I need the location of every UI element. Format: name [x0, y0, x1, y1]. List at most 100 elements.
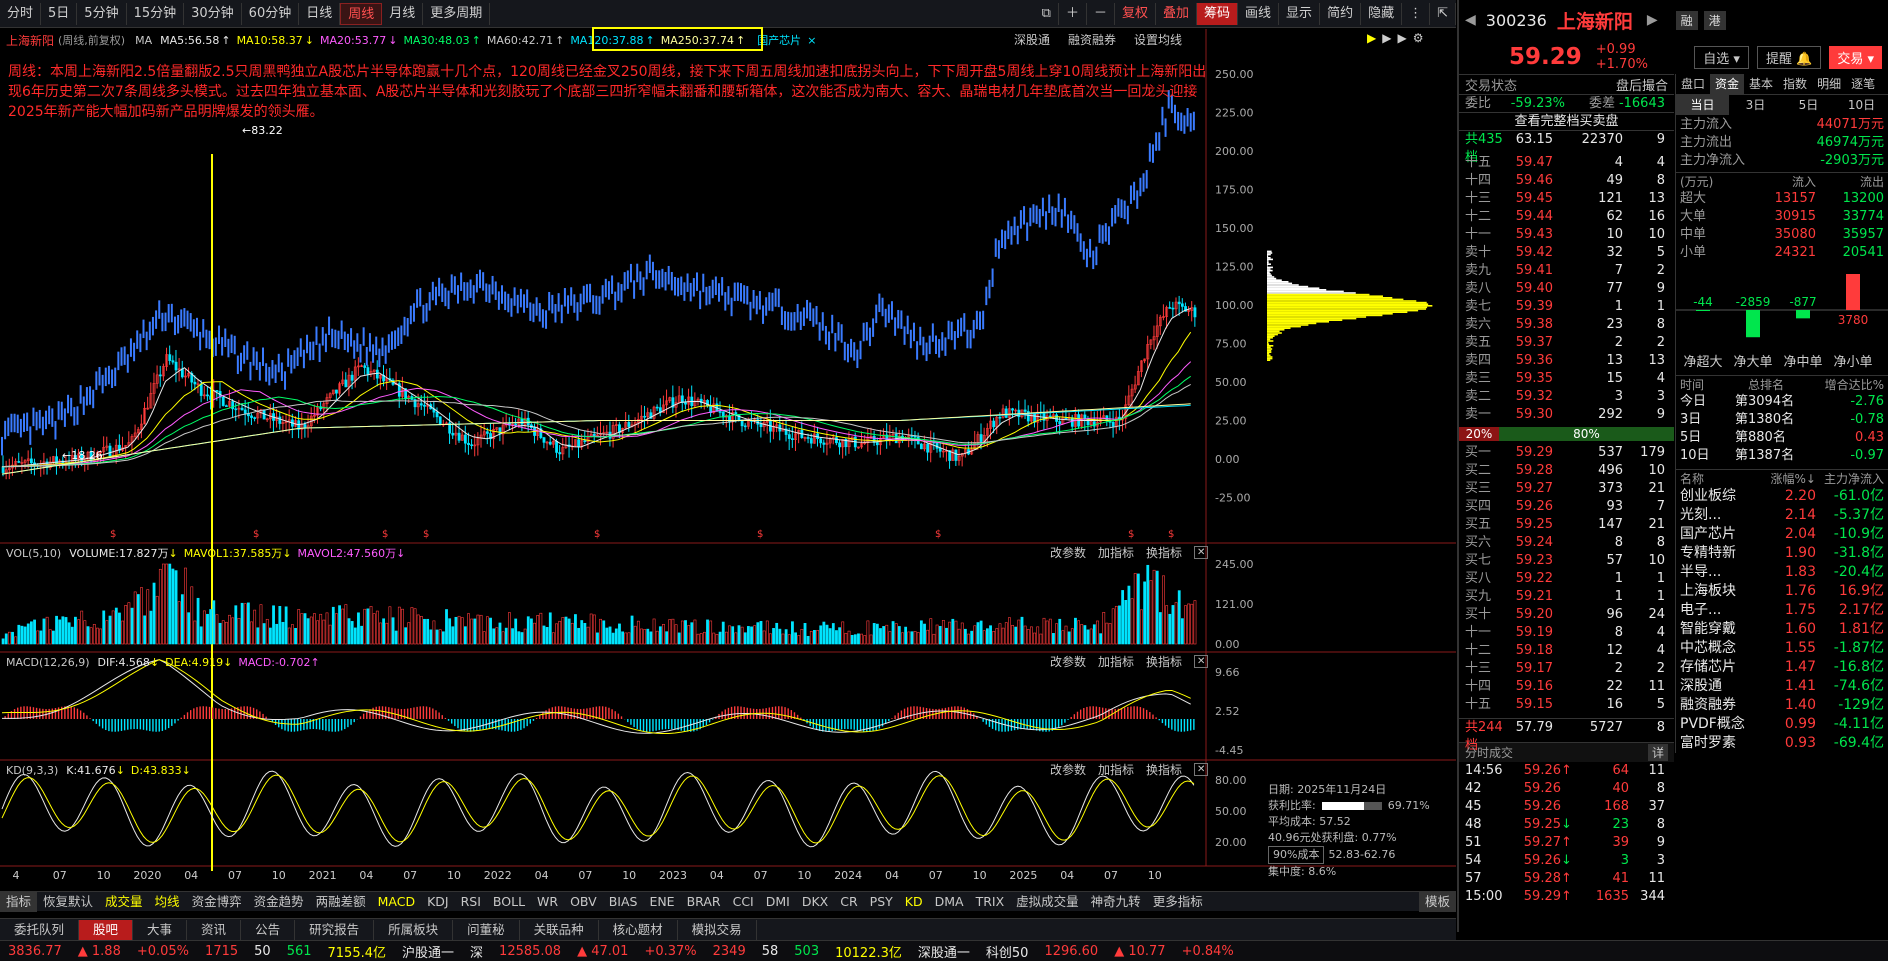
expand-icon[interactable]: ⇱: [1430, 2, 1456, 25]
buy-row[interactable]: 买四 59.26 93 7: [1459, 498, 1674, 516]
bottom-tab-2[interactable]: 大事: [133, 919, 188, 940]
buy-row[interactable]: 买五 59.25 147 21: [1459, 516, 1674, 534]
sector-head-0[interactable]: 名称: [1680, 472, 1705, 486]
bottom-tab-9[interactable]: 核心题材: [599, 919, 678, 940]
sector-head-2[interactable]: 主力净流入: [1823, 472, 1884, 486]
period-2[interactable]: 5分钟: [77, 2, 127, 25]
indicator-2[interactable]: 成交量: [105, 893, 143, 909]
buy-row[interactable]: 买六 59.24 8 8: [1459, 534, 1674, 552]
sell-row[interactable]: 十一 59.43 10 10: [1459, 226, 1674, 244]
cost-select[interactable]: 90%成本: [1268, 846, 1325, 864]
trade-button[interactable]: 交易 ▾: [1829, 45, 1882, 69]
side-tab-4[interactable]: 明细: [1817, 77, 1842, 91]
layout-icon[interactable]: ⧉: [1035, 2, 1059, 25]
indicator-5[interactable]: 资金趋势: [253, 893, 304, 909]
flow-period-2[interactable]: 5日: [1798, 97, 1819, 112]
sell-row[interactable]: 十五 59.47 4 4: [1459, 154, 1674, 172]
buy-row[interactable]: 十二 59.18 12 4: [1459, 642, 1674, 660]
period-3[interactable]: 15分钟: [127, 2, 185, 25]
sector-row[interactable]: 智能穿戴 1.60 1.81亿: [1680, 620, 1884, 639]
prev-stock-icon[interactable]: ◀: [1465, 12, 1476, 28]
bottom-tab-4[interactable]: 公告: [241, 919, 296, 940]
bottom-tab-10[interactable]: 模拟交易: [678, 919, 757, 940]
buy-row[interactable]: 买十 59.20 96 24: [1459, 606, 1674, 624]
sector-row[interactable]: 电子... 1.75 2.17亿: [1680, 601, 1884, 620]
indicator-12[interactable]: OBV: [570, 893, 597, 909]
indicator-14[interactable]: ENE: [649, 893, 675, 909]
vol-link-1[interactable]: 加指标: [1098, 546, 1135, 560]
side-tab-2[interactable]: 基本: [1749, 77, 1774, 91]
hide-button[interactable]: 隐藏: [1361, 2, 1403, 25]
sell-row[interactable]: 卖四 59.36 13 13: [1459, 352, 1674, 370]
indicator-11[interactable]: WR: [537, 893, 559, 909]
bottom-tab-6[interactable]: 所属板块: [374, 919, 454, 940]
sell-row[interactable]: 卖三 59.35 15 4: [1459, 370, 1674, 388]
sell-row[interactable]: 卖八 59.40 77 9: [1459, 280, 1674, 298]
indicator-24[interactable]: 虚拟成交量: [1016, 893, 1079, 909]
kline-chart[interactable]: 250.00225.00200.00175.00150.00125.00100.…: [0, 29, 1456, 891]
sell-row[interactable]: 卖一 59.30 292 9: [1459, 406, 1674, 424]
indicator-22[interactable]: DMA: [934, 893, 964, 909]
sell-row[interactable]: 十三 59.45 121 13: [1459, 190, 1674, 208]
period-6[interactable]: 日线: [299, 2, 341, 25]
sell-row[interactable]: 十二 59.44 62 16: [1459, 208, 1674, 226]
indicator-26[interactable]: 更多指标: [1152, 893, 1203, 909]
indicator-15[interactable]: BRAR: [686, 893, 721, 909]
bottom-tab-5[interactable]: 研究报告: [295, 919, 375, 940]
indicator-6[interactable]: 两融差额: [315, 893, 366, 909]
play-icon[interactable]: ▶: [1382, 31, 1392, 45]
sell-row[interactable]: 卖十 59.42 32 5: [1459, 244, 1674, 262]
bottom-tab-1[interactable]: 股吧: [79, 919, 134, 940]
indicator-9[interactable]: RSI: [460, 893, 481, 909]
bookmark-icon[interactable]: ▶: [1367, 31, 1377, 45]
buy-row[interactable]: 买八 59.22 1 1: [1459, 570, 1674, 588]
kd-link-2[interactable]: 换指标: [1146, 763, 1183, 777]
zoom-out-icon[interactable]: －: [1087, 2, 1115, 25]
side-tab-3[interactable]: 指数: [1783, 77, 1808, 91]
sell-row[interactable]: 卖五 59.37 2 2: [1459, 334, 1674, 352]
sector-row[interactable]: 半导... 1.83 -20.4亿: [1680, 563, 1884, 582]
sector-row[interactable]: 专精特新 1.90 -31.8亿: [1680, 544, 1884, 563]
flow-period-1[interactable]: 3日: [1745, 97, 1766, 112]
indicator-20[interactable]: PSY: [869, 893, 893, 909]
simple-button[interactable]: 简约: [1320, 2, 1362, 25]
indicator-10[interactable]: BOLL: [492, 893, 526, 909]
period-7[interactable]: 周线: [340, 2, 383, 25]
macd-link-1[interactable]: 加指标: [1098, 655, 1135, 669]
indicator-23[interactable]: TRIX: [975, 893, 1005, 909]
bottom-tab-8[interactable]: 关联品种: [520, 919, 599, 940]
sell-row[interactable]: 卖六 59.38 23 8: [1459, 316, 1674, 334]
bottom-tab-3[interactable]: 资讯: [187, 919, 242, 940]
side-tab-1[interactable]: 资金: [1710, 74, 1745, 94]
indicator-0[interactable]: 指标: [0, 891, 38, 912]
flow-period-3[interactable]: 10日: [1847, 97, 1876, 112]
bottom-tab-0[interactable]: 委托队列: [0, 919, 80, 940]
period-9[interactable]: 更多周期: [423, 2, 491, 25]
full-book-button[interactable]: 查看完整档买卖盘: [1459, 112, 1674, 130]
vol-link-0[interactable]: 改参数: [1050, 546, 1087, 560]
tick-detail-button[interactable]: 详: [1647, 744, 1668, 761]
sector-row[interactable]: 国产芯片 2.04 -10.9亿: [1680, 525, 1884, 544]
settings-gear-icon[interactable]: ⚙: [1412, 31, 1424, 45]
indicator-17[interactable]: DMI: [765, 893, 790, 909]
sector-row[interactable]: 存储芯片 1.47 -16.8亿: [1680, 658, 1884, 677]
indicator-13[interactable]: BIAS: [608, 893, 638, 909]
sector-row[interactable]: 富时罗素 0.93 -69.4亿: [1680, 734, 1884, 753]
vol-link-2[interactable]: 换指标: [1146, 546, 1183, 560]
bottom-tab-7[interactable]: 问董秘: [453, 919, 520, 940]
hk-connect-link[interactable]: 深股通: [1014, 33, 1051, 47]
indicator-19[interactable]: CR: [840, 893, 858, 909]
draw-button[interactable]: 画线: [1238, 2, 1280, 25]
vol-close-icon[interactable]: ✕: [1194, 546, 1209, 559]
more-icon[interactable]: ⋮: [1402, 2, 1431, 25]
indicator-27[interactable]: 模板: [1418, 891, 1456, 912]
sector-row[interactable]: PVDF概念 0.99 -4.11亿: [1680, 715, 1884, 734]
indicator-3[interactable]: 均线: [154, 893, 180, 909]
buy-row[interactable]: 买二 59.28 496 10: [1459, 462, 1674, 480]
zoom-in-icon[interactable]: ＋: [1059, 2, 1087, 25]
sell-row[interactable]: 卖七 59.39 1 1: [1459, 298, 1674, 316]
sell-row[interactable]: 十四 59.46 49 8: [1459, 172, 1674, 190]
period-8[interactable]: 月线: [382, 2, 424, 25]
period-1[interactable]: 5日: [41, 2, 78, 25]
buy-row[interactable]: 买三 59.27 373 21: [1459, 480, 1674, 498]
